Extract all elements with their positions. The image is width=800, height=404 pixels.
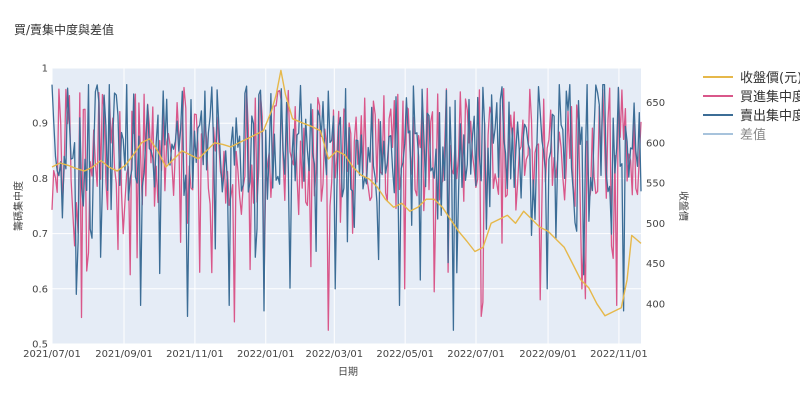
series-line-2 bbox=[51, 83, 642, 331]
legend-label: 收盤價(元) bbox=[740, 71, 800, 86]
x-tick-label: 2021/09/01 bbox=[95, 349, 153, 360]
legend-item[interactable]: 買進集中度 bbox=[703, 89, 800, 105]
x-tick-label: 2022/01/01 bbox=[237, 349, 295, 360]
y-tick-label: 0.6 bbox=[32, 284, 48, 295]
x-axis-title: 日期 bbox=[338, 366, 358, 378]
series-line-0 bbox=[51, 69, 642, 317]
chart-title: 買/賣集中度與差值 bbox=[14, 22, 114, 37]
legend-item[interactable]: 賣出集中度 bbox=[703, 108, 800, 124]
legend-item[interactable]: 收盤價(元) bbox=[703, 71, 800, 86]
y-tick-label: 0.7 bbox=[32, 229, 48, 240]
x-tick-label: 2021/07/01 bbox=[23, 349, 81, 360]
legend-label: 買進集中度 bbox=[740, 89, 800, 105]
x-tick-label: 2022/11/01 bbox=[590, 349, 648, 360]
y2-axis-title: 收盤價 bbox=[677, 191, 690, 221]
y-tick-label: 0.9 bbox=[32, 119, 48, 130]
axes: 2021/07/01 2021/09/01 2021/11/01 2022/01/01… bbox=[23, 64, 665, 361]
x-tick-label: 2022/05/01 bbox=[376, 349, 434, 360]
legend-item[interactable]: 差值 bbox=[703, 127, 766, 143]
y2-tick-label: 650 bbox=[646, 98, 665, 109]
y-tick-label: 0.8 bbox=[32, 174, 48, 185]
legend-label: 差值 bbox=[740, 127, 766, 143]
y2-tick-label: 400 bbox=[646, 299, 665, 310]
legend-label: 賣出集中度 bbox=[740, 108, 800, 124]
y2-tick-label: 500 bbox=[646, 219, 665, 230]
x-tick-label: 2022/09/01 bbox=[519, 349, 577, 360]
x-tick-label: 2022/07/01 bbox=[447, 349, 505, 360]
y2-tick-label: 600 bbox=[646, 138, 665, 149]
y-tick-label: 0.5 bbox=[32, 340, 48, 351]
y2-tick-label: 550 bbox=[646, 179, 665, 190]
y-axis-title: 籌碼集中度 bbox=[12, 181, 25, 231]
x-tick-label: 2022/03/01 bbox=[305, 349, 363, 360]
y2-tick-label: 450 bbox=[646, 259, 665, 270]
series-lines bbox=[51, 69, 642, 331]
x-tick-label: 2021/11/01 bbox=[166, 349, 224, 360]
y-tick-label: 1 bbox=[42, 64, 48, 75]
